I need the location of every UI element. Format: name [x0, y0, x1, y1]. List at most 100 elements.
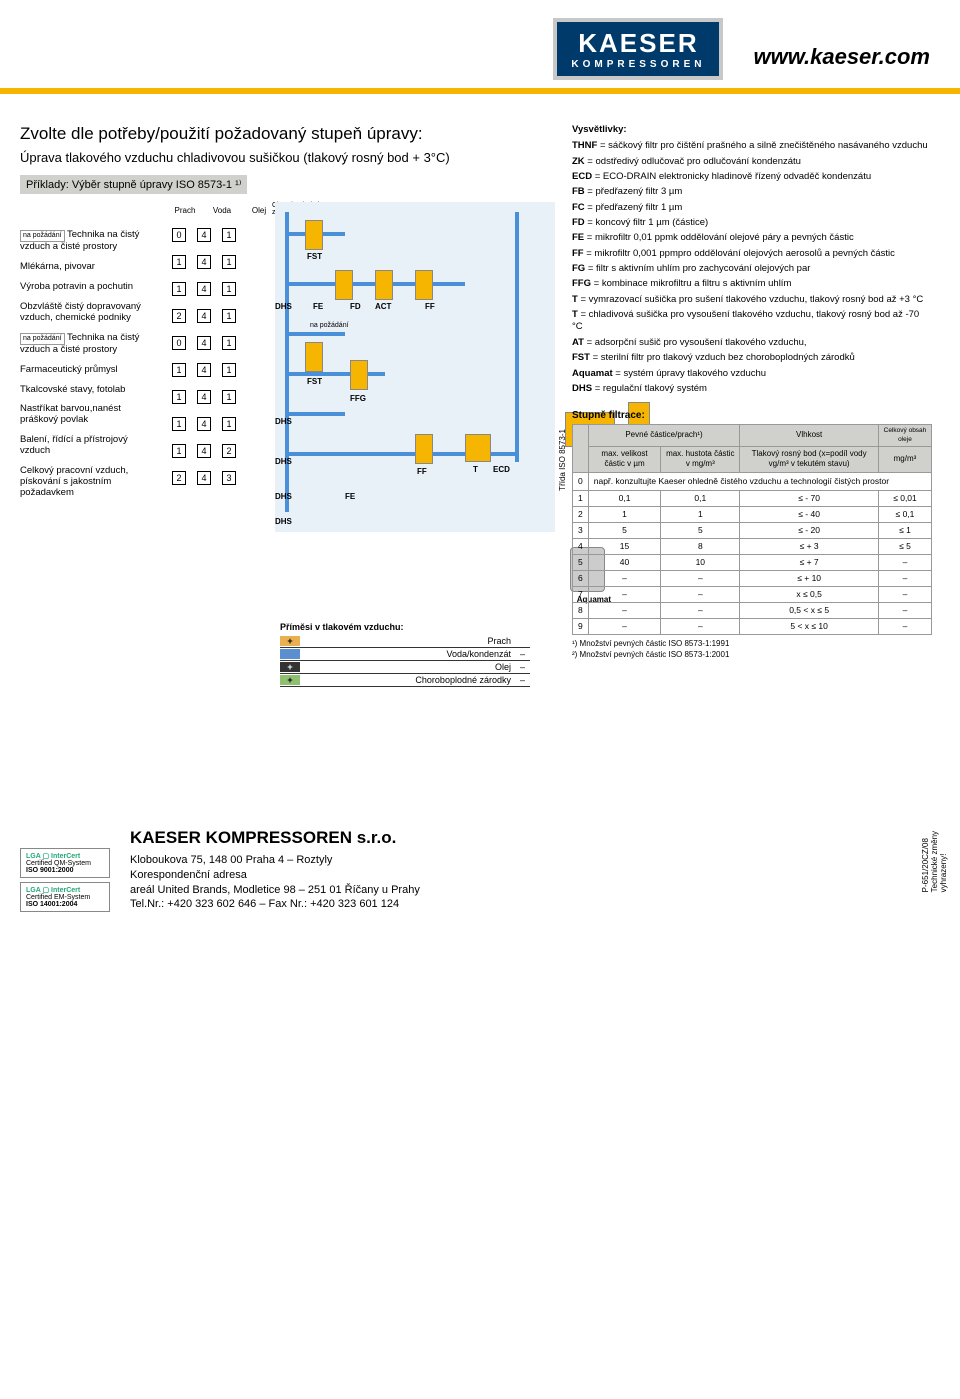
iso-row: 141 — [172, 282, 272, 296]
legend-item: FC = předřazený filtr 1 µm — [572, 202, 932, 214]
stages-row-0: 0např. konzultujte Kaeser ohledně čistéh… — [573, 472, 932, 490]
iso-cell: 4 — [197, 417, 211, 431]
certifications: LGA ▢ InterCert Certified QM-System ISO … — [20, 848, 110, 912]
lbl-fst2: FST — [307, 377, 322, 386]
legend-item: THNF = sáčkový filtr pro čištění prašnéh… — [572, 140, 932, 152]
primesi-row: +Prach — [280, 635, 530, 648]
legend-items: THNF = sáčkový filtr pro čištění prašnéh… — [572, 140, 932, 395]
stages-row: 54010≤ + 7– — [573, 555, 932, 571]
stages-row: 4158≤ + 3≤ 5 — [573, 539, 932, 555]
legend-item: ECD = ECO-DRAIN elektronicky hladinově ř… — [572, 171, 932, 183]
legend-title: Vysvětlivky: — [572, 124, 932, 136]
lbl-fe: FE — [313, 302, 323, 311]
stages-row: 6––≤ + 10– — [573, 571, 932, 587]
iso-cell: 1 — [222, 417, 236, 431]
filter-stages: Stupně filtrace: Třída ISO 8573-1 Pevné … — [572, 409, 932, 660]
iso-cell: 1 — [222, 309, 236, 323]
lbl-dhs4: DHS — [275, 492, 292, 501]
brand-logo: KAESER KOMPRESSOREN — [553, 18, 723, 80]
lbl-dhs2: DHS — [275, 417, 292, 426]
stages-footnotes: ¹) Množství pevných částic ISO 8573-1:19… — [572, 639, 932, 660]
th-oil: Celkový obsah oleje — [878, 425, 931, 447]
legend-item: FG = filtr s aktivním uhlím pro zachycov… — [572, 263, 932, 275]
stages-row: 8––0,5 < x ≤ 5– — [573, 603, 932, 619]
iso-row: 141 — [172, 363, 272, 377]
application-item: Nastříkat barvou,nanést práškový povlak — [20, 404, 160, 426]
right-column: Vysvětlivky: THNF = sáčkový filtr pro či… — [572, 124, 932, 687]
page-body: Zvolte dle potřeby/použití požadovaný st… — [0, 94, 960, 697]
footer-address: KAESER KOMPRESSOREN s.r.o. Kloboukova 75… — [130, 827, 420, 912]
iso-cell: 0 — [172, 228, 186, 242]
footnote: ¹) Množství pevných částic ISO 8573-1:19… — [572, 639, 932, 649]
lbl-fd: FD — [350, 302, 361, 311]
legend-item: FE = mikrofiltr 0,01 ppmk oddělování ole… — [572, 232, 932, 244]
lbl-ff: FF — [425, 302, 435, 311]
brand-sub: KOMPRESSOREN — [571, 59, 705, 70]
iso-cell: 4 — [197, 228, 211, 242]
legend-item: Aquamat = systém úpravy tlakového vzduch… — [572, 368, 932, 380]
lbl-onreq: na požádání — [310, 322, 349, 329]
iso-cell: 1 — [172, 255, 186, 269]
iso-cell: 4 — [197, 390, 211, 404]
iso-cell: 3 — [222, 471, 236, 485]
primesi-row: +Choroboplodné zárodky– — [280, 674, 530, 687]
iso-cell: 2 — [172, 309, 186, 323]
lbl-dhs1: DHS — [275, 302, 292, 311]
stages-row: 211≤ - 40≤ 0,1 — [573, 506, 932, 522]
doc-number: P-651/20CZ/08 Technické změny vyhrazeny! — [921, 817, 948, 892]
legend-item: ZK = odstředivý odlučovač pro odlučování… — [572, 156, 932, 168]
application-item: Balení, řídící a přístrojový vzduch — [20, 435, 160, 457]
th-sub1: max. velikost částic v µm — [588, 447, 661, 473]
stages-table: Pevné částice/prach¹) Vlhkost Celkový ob… — [572, 424, 932, 635]
lbl-act: ACT — [375, 302, 391, 311]
legend-item: T = chladivová sušička pro vysoušení tla… — [572, 309, 932, 334]
iso-cell: 1 — [172, 390, 186, 404]
stages-row: 355≤ - 20≤ 1 — [573, 522, 932, 538]
th-sub2: max. hustota částic v mg/m³ — [661, 447, 740, 473]
iso-row: 141 — [172, 417, 272, 431]
iso-cell: 0 — [172, 336, 186, 350]
page-header: KAESER KOMPRESSOREN www.kaeser.com — [0, 0, 960, 94]
lbl-t: T — [473, 465, 478, 474]
website-url: www.kaeser.com — [753, 44, 930, 80]
cert-iso9001: LGA ▢ InterCert Certified QM-System ISO … — [20, 848, 110, 878]
iso-cell: 1 — [172, 363, 186, 377]
lbl-dhs3: DHS — [275, 457, 292, 466]
iso-cell: 2 — [222, 444, 236, 458]
lbl-ffg: FFG — [350, 394, 366, 403]
stages-title: Stupně filtrace: — [572, 409, 932, 422]
iso-cell: 1 — [172, 417, 186, 431]
iso-row: 041 — [172, 228, 272, 242]
primesi-row: +Olej– — [280, 661, 530, 674]
iso-cell: 1 — [222, 282, 236, 296]
main-subtitle: Úprava tlakového vzduchu chladivovou suš… — [20, 150, 560, 165]
left-column: Zvolte dle potřeby/použití požadovaný st… — [20, 124, 560, 687]
application-item: Obzvláště čistý dopravovaný vzduch, chem… — [20, 302, 160, 324]
iso-grid: Prach Voda Olej Choroboplodné zárodky na… — [172, 206, 272, 485]
iso-row: 142 — [172, 444, 272, 458]
iso-cell: 1 — [172, 444, 186, 458]
lbl-ecd: ECD — [493, 465, 510, 474]
stages-vert-label: Třída ISO 8573-1 — [558, 429, 568, 491]
page-footer: LGA ▢ InterCert Certified QM-System ISO … — [0, 817, 960, 932]
examples-label: Příklady: Výběr stupně úpravy ISO 8573-1… — [20, 175, 247, 194]
flow-schematic: FST DHS FE FD ACT FF na požádání FST FFG… — [275, 202, 555, 532]
legend-item: AT = adsorpční sušič pro vysoušení tlako… — [572, 337, 932, 349]
footnote: ²) Množství pevných částic ISO 8573-1:20… — [572, 650, 932, 660]
iso-cell: 4 — [197, 309, 211, 323]
iso-cell: 4 — [197, 471, 211, 485]
iso-cell: 1 — [172, 282, 186, 296]
application-item: Mlékárna, pivovar — [20, 262, 160, 273]
legend-item: T = vymrazovací sušička pro sušení tlako… — [572, 294, 932, 306]
lbl-fe2: FE — [345, 492, 355, 501]
iso-cell: 4 — [197, 255, 211, 269]
iso-row: 041 — [172, 336, 272, 350]
iso-cell: 1 — [222, 390, 236, 404]
hdr-olej: Olej — [246, 206, 272, 215]
iso-cell: 4 — [197, 444, 211, 458]
stages-row: 10,10,1≤ - 70≤ 0,01 — [573, 490, 932, 506]
legend-item: FD = koncový filtr 1 µm (částice) — [572, 217, 932, 229]
addr3: areál United Brands, Modletice 98 – 251 … — [130, 883, 420, 898]
legend-item: FFG = kombinace mikrofiltru a filtru s a… — [572, 278, 932, 290]
th-particles: Pevné částice/prach¹) — [588, 425, 740, 447]
